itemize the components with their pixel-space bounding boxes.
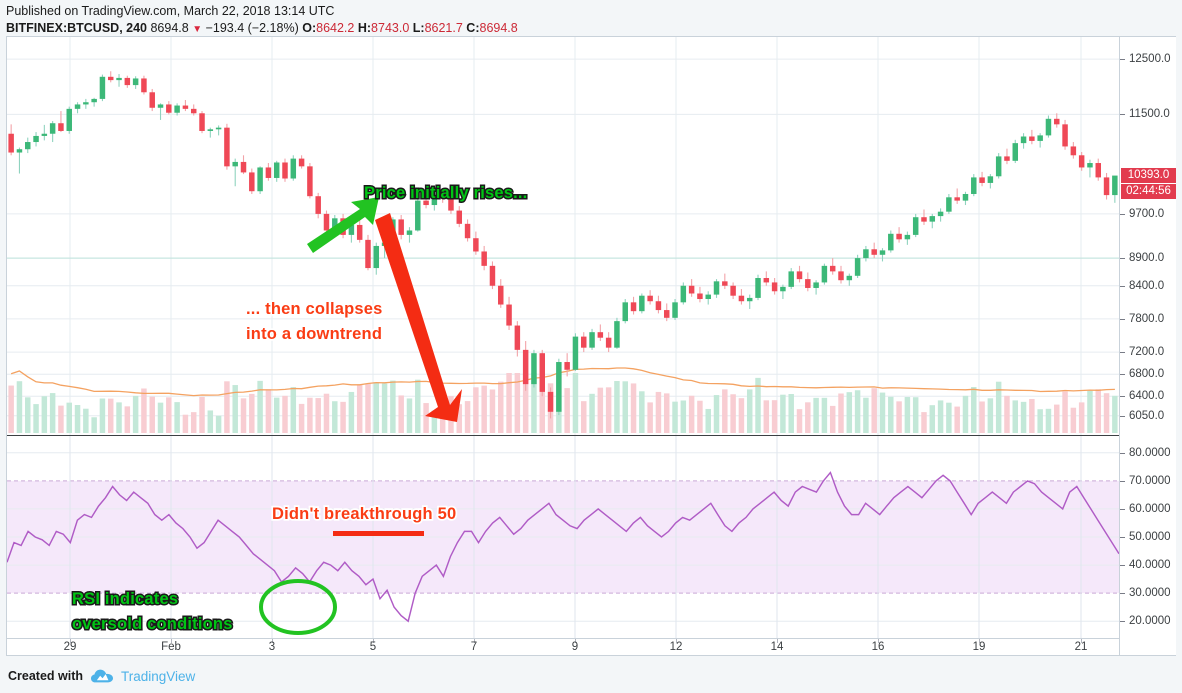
time-axis-tick [272,639,273,643]
price-axis-label: 7800.0 [1129,312,1165,325]
price-axis-tick [1120,352,1125,354]
tradingview-cloud-icon [91,669,114,683]
price-axis-tick [1120,374,1125,376]
rsi-pane[interactable] [7,436,1119,638]
time-axis-tick [1081,639,1082,643]
price-axis-label: 8400.0 [1129,279,1165,292]
price-pane[interactable] [7,37,1119,435]
chart-frame[interactable]: 12500.0 11500.0 9700.0 8900.0 8400.0 7800.0 72… [6,36,1176,656]
annotation-rsi-oversold-line1: RSI indicates RSI indicates [70,589,179,610]
time-axis-tick [777,639,778,643]
rsi-axis-label: 50.0000 [1129,531,1171,543]
rsi-axis-tick [1120,480,1125,482]
price-axis-label: 11500.0 [1129,108,1170,121]
time-axis-tick [171,639,172,643]
price-axis-tick [1120,213,1125,215]
rsi-axis-tick [1120,452,1125,454]
price-axis-tick [1120,415,1125,417]
rsi-axis-label: 60.0000 [1129,502,1171,515]
time-axis-tick [676,639,677,643]
time-axis-label: 16 [871,641,885,653]
rsi-axis-tick [1120,621,1125,623]
current-price-badge: 10393.0 [1121,168,1176,183]
high-value: 8743.0 [371,21,410,35]
annotation-collapses-line1: ... then collapses ... then collapses [244,298,384,319]
time-axis-tick [373,639,374,643]
rsi-axis-label: 70.0000 [1129,474,1171,487]
price-axis-label: 9700.0 [1129,207,1165,220]
candlestick-canvas[interactable] [7,37,1119,435]
change-percent: (−2.18%) [247,21,299,35]
price-axis-tick [1120,285,1125,287]
created-with-label: Created with [8,669,84,683]
time-axis-label: 7 [470,641,478,653]
price-axis-tick [1120,396,1125,398]
time-axis-label: 19 [972,641,986,653]
low-key: L: [412,21,425,35]
high-key: H: [357,21,372,35]
rsi-axis-label: 40.0000 [1129,559,1171,572]
price-axis-tick [1120,318,1125,320]
rsi-axis-tick [1120,565,1125,567]
change-absolute: −193.4 [205,21,245,35]
time-axis-label: 9 [571,641,579,653]
price-axis-label: 6800.0 [1129,368,1165,381]
rsi-axis-label: 20.0000 [1129,615,1171,628]
rsi-axis-tick [1120,537,1125,538]
time-axis-label: 29 [63,641,77,653]
price-axis-label: 12500.0 [1129,53,1171,66]
triangle-down-icon: ▼ [192,24,203,35]
open-value: 8642.2 [316,21,355,35]
last-price: 8694.8 [150,21,189,35]
annotation-price-rises: Price initially rises... Price initially… [362,183,528,204]
rsi-axis-tick [1120,593,1125,595]
time-axis-tick [474,639,475,643]
price-axis-tick [1120,59,1125,61]
time-axis-label: 21 [1074,641,1088,653]
rsi-axis-tick [1120,508,1125,510]
tradingview-brand-label[interactable]: TradingView [121,668,196,684]
bar-countdown-badge: 02:44:56 [1121,184,1176,199]
price-axis[interactable]: 12500.0 11500.0 9700.0 8900.0 8400.0 7800.0 72… [1119,37,1176,655]
time-axis-label: 14 [770,641,784,653]
annotation-collapses-line2: into a downtrend into a downtrend [244,323,383,344]
low-value: 8621.7 [424,21,463,35]
close-value: 8694.8 [479,21,518,35]
time-axis-label: Feb [161,641,181,653]
time-axis-tick [70,639,71,643]
price-axis-label: 7200.0 [1129,346,1165,359]
time-axis-tick [878,639,879,643]
time-axis-label: 5 [369,641,377,653]
price-axis-label: 8900.0 [1129,252,1165,265]
rsi-axis-label: 30.0000 [1129,587,1171,600]
time-axis[interactable]: 29 Feb 3 5 7 9 12 14 16 19 21 [7,638,1119,655]
price-axis-label: 6400.0 [1129,390,1165,403]
annotation-rsi-oversold-line2: oversold conditions oversold conditions [71,614,234,635]
price-axis-label: 6050.0 [1129,409,1165,422]
symbol-quote-line: BITFINEX:BTCUSD, 240 8694.8 ▼ −193.4 (−2… [6,20,1176,38]
chart-header: Published on TradingView.com, March 22, … [6,3,1176,38]
close-key: C: [466,21,480,35]
price-axis-tick [1120,258,1125,260]
rsi-canvas[interactable] [7,436,1119,638]
open-key: O: [302,21,317,35]
time-axis-tick [979,639,980,643]
time-axis-label: 3 [268,641,276,653]
time-axis-tick [575,639,576,643]
rsi-axis-label: 80.0000 [1129,446,1171,459]
time-axis-label: 12 [669,641,683,653]
symbol-label[interactable]: BITFINEX:BTCUSD, 240 [6,21,147,35]
annotation-no-breakthrough: Didn't breakthrough 50 Didn't breakthrou… [270,503,458,524]
footer: Created with TradingView [8,664,195,688]
published-line: Published on TradingView.com, March 22, … [6,4,335,18]
pane-divider[interactable] [7,435,1119,436]
price-axis-tick [1120,114,1125,116]
